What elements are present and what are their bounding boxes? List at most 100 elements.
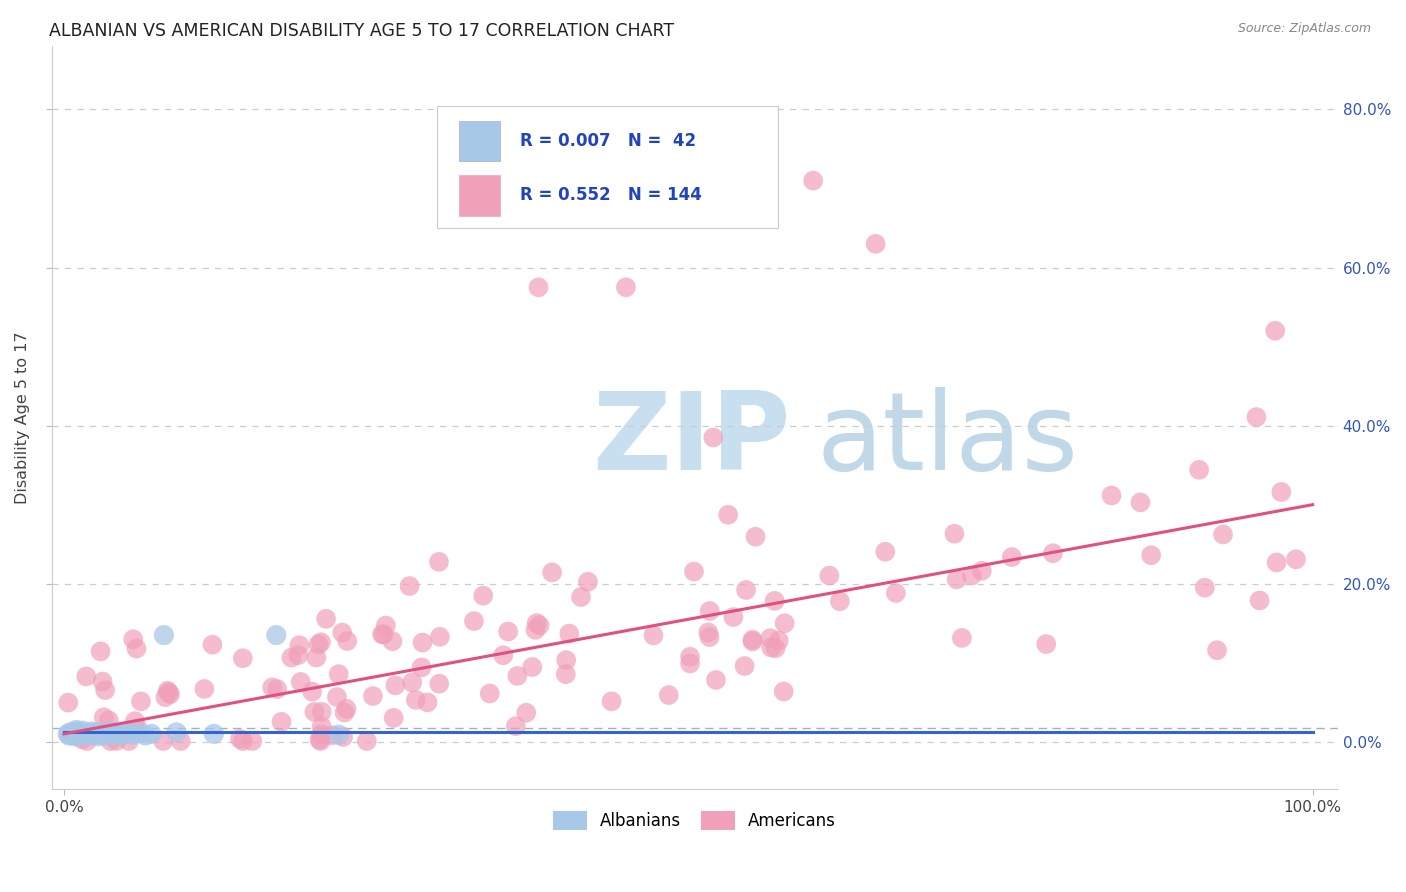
Point xyxy=(159,687,181,701)
Point xyxy=(270,714,292,729)
Point xyxy=(287,648,309,662)
Point xyxy=(374,618,396,632)
Point xyxy=(381,634,404,648)
Point xyxy=(97,714,120,728)
Point xyxy=(558,626,581,640)
FancyBboxPatch shape xyxy=(460,120,501,161)
Point xyxy=(301,684,323,698)
Point xyxy=(763,594,786,608)
Point xyxy=(112,725,135,739)
Point xyxy=(741,632,763,647)
Point xyxy=(70,726,93,740)
Text: Source: ZipAtlas.com: Source: ZipAtlas.com xyxy=(1237,22,1371,36)
Point xyxy=(75,669,97,683)
Point xyxy=(1101,488,1123,502)
Point xyxy=(1129,495,1152,509)
Point xyxy=(290,674,312,689)
Point xyxy=(1265,556,1288,570)
Point xyxy=(308,732,330,747)
Point xyxy=(69,728,91,742)
Point xyxy=(943,526,966,541)
Point xyxy=(266,628,288,642)
Legend: Albanians, Americans: Albanians, Americans xyxy=(547,804,842,837)
Point xyxy=(105,726,128,740)
Point xyxy=(702,430,724,444)
Point xyxy=(828,594,851,608)
Point xyxy=(91,674,114,689)
Text: ZIP: ZIP xyxy=(592,387,790,493)
Point xyxy=(328,728,350,742)
Point xyxy=(152,734,174,748)
Point xyxy=(1285,552,1308,566)
Point xyxy=(141,727,163,741)
Point xyxy=(129,694,152,708)
Point xyxy=(773,616,796,631)
Point xyxy=(529,618,551,632)
Point xyxy=(429,630,451,644)
Point xyxy=(734,659,756,673)
Point xyxy=(405,693,427,707)
Point xyxy=(704,673,727,687)
Point xyxy=(818,568,841,582)
Point xyxy=(309,734,332,748)
Point xyxy=(326,690,349,704)
Point xyxy=(371,627,394,641)
Point xyxy=(90,728,112,742)
Point xyxy=(759,631,782,645)
Point xyxy=(100,724,122,739)
Point xyxy=(478,686,501,700)
Point xyxy=(361,689,384,703)
Point xyxy=(134,729,156,743)
Point xyxy=(1042,546,1064,560)
Point xyxy=(63,729,86,743)
Point xyxy=(1140,548,1163,562)
Point xyxy=(115,727,138,741)
Point xyxy=(309,727,332,741)
Point xyxy=(76,734,98,748)
Point xyxy=(679,657,702,671)
Point xyxy=(412,635,434,649)
Point xyxy=(506,669,529,683)
Point xyxy=(723,610,745,624)
Point xyxy=(304,705,326,719)
Point xyxy=(128,726,150,740)
Point xyxy=(93,710,115,724)
Point xyxy=(600,694,623,708)
Point xyxy=(94,683,117,698)
Point xyxy=(121,728,143,742)
Point xyxy=(717,508,740,522)
Y-axis label: Disability Age 5 to 17: Disability Age 5 to 17 xyxy=(15,332,30,504)
Point xyxy=(679,649,702,664)
Point xyxy=(527,280,550,294)
Point xyxy=(1249,593,1271,607)
Point xyxy=(336,634,359,648)
Point xyxy=(554,667,576,681)
Point xyxy=(80,724,103,739)
Point xyxy=(229,731,252,746)
Point xyxy=(683,565,706,579)
Point xyxy=(280,650,302,665)
Point xyxy=(492,648,515,663)
Point xyxy=(93,726,115,740)
Point xyxy=(58,729,80,743)
Point xyxy=(772,684,794,698)
Point xyxy=(398,579,420,593)
Point xyxy=(643,628,665,642)
Point xyxy=(90,644,112,658)
Point xyxy=(77,728,100,742)
Point xyxy=(103,728,125,742)
Point xyxy=(65,723,87,737)
Point xyxy=(59,725,82,739)
Point xyxy=(105,734,128,748)
Point xyxy=(321,728,343,742)
Point xyxy=(330,625,353,640)
Point xyxy=(309,635,332,649)
Point xyxy=(58,696,80,710)
Point xyxy=(262,681,284,695)
Point xyxy=(108,729,131,743)
Point xyxy=(505,719,527,733)
Point xyxy=(76,727,98,741)
Point xyxy=(569,590,592,604)
Point xyxy=(87,729,110,743)
Point xyxy=(155,690,177,705)
